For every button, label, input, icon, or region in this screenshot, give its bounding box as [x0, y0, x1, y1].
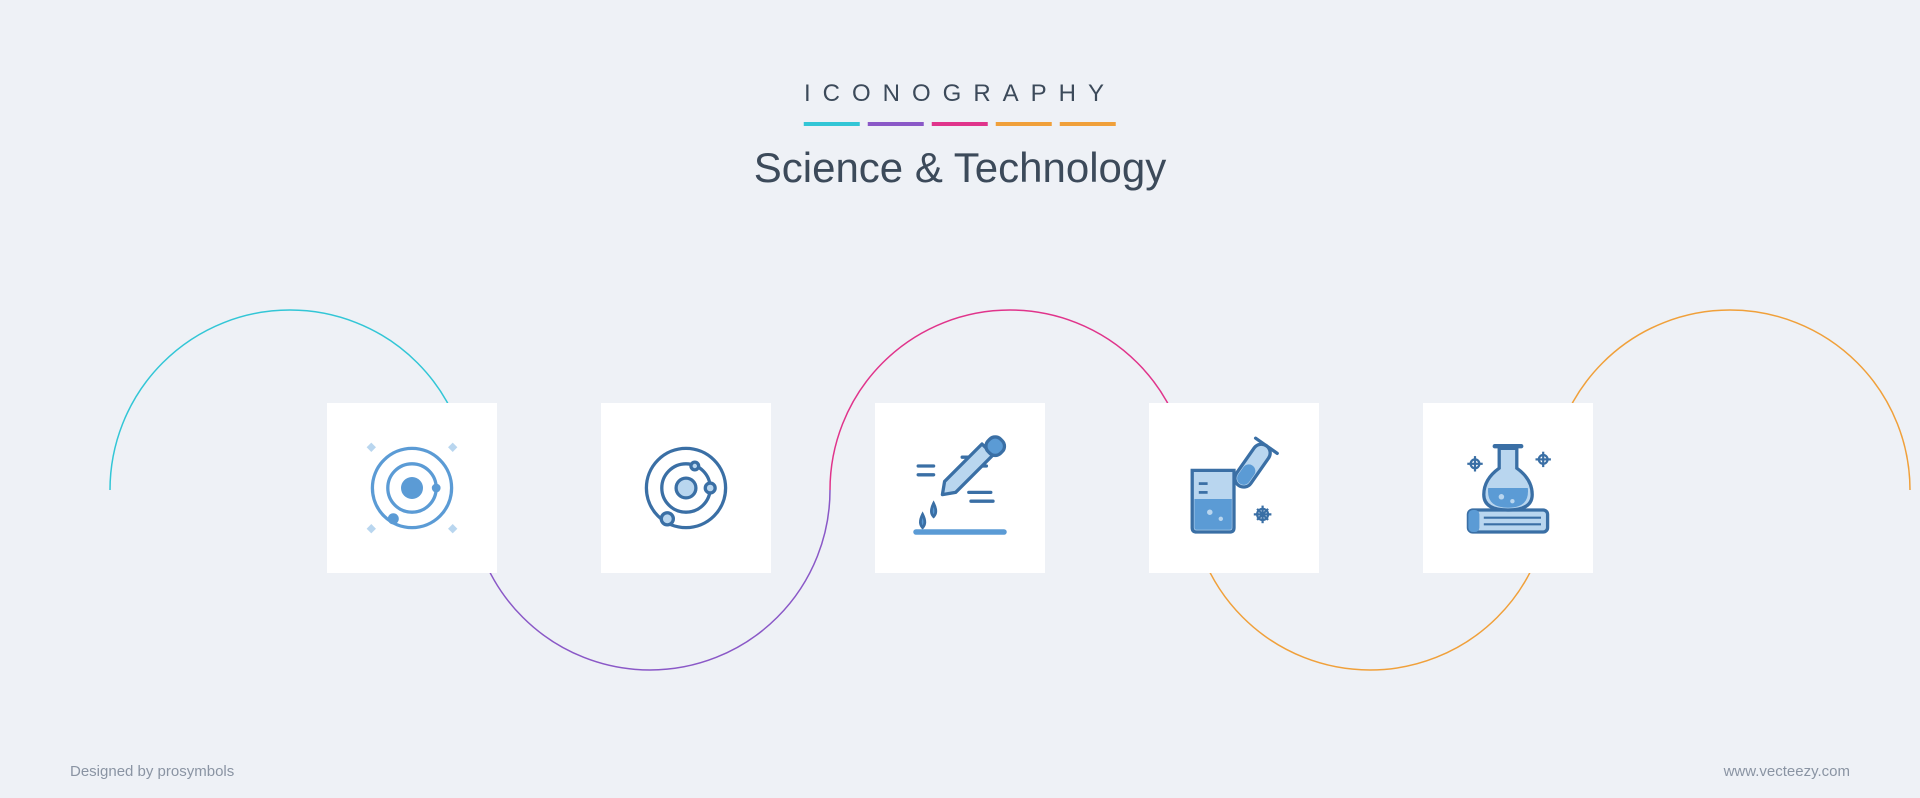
brand-underlines	[754, 122, 1167, 126]
beaker-tube-icon	[1179, 433, 1289, 543]
tile-solar-system-outline	[601, 403, 771, 573]
tile-solar-system-filled	[327, 403, 497, 573]
tile-dropper	[875, 403, 1045, 573]
tile-row	[0, 403, 1920, 573]
solar-system-outline-icon	[631, 433, 741, 543]
credit-left: Designed by prosymbols	[70, 763, 234, 780]
dropper-icon	[905, 433, 1015, 543]
credit-right: www.vecteezy.com	[1724, 763, 1850, 780]
subtitle: Science & Technology	[754, 144, 1167, 192]
solar-system-filled-icon	[357, 433, 467, 543]
credits: Designed by prosymbols www.vecteezy.com	[0, 763, 1920, 780]
flask-book-icon	[1453, 433, 1563, 543]
header: ICONOGRAPHY Science & Technology	[754, 80, 1167, 192]
tile-flask-book	[1423, 403, 1593, 573]
tile-beaker-tube	[1149, 403, 1319, 573]
brand-label: ICONOGRAPHY	[754, 80, 1167, 108]
